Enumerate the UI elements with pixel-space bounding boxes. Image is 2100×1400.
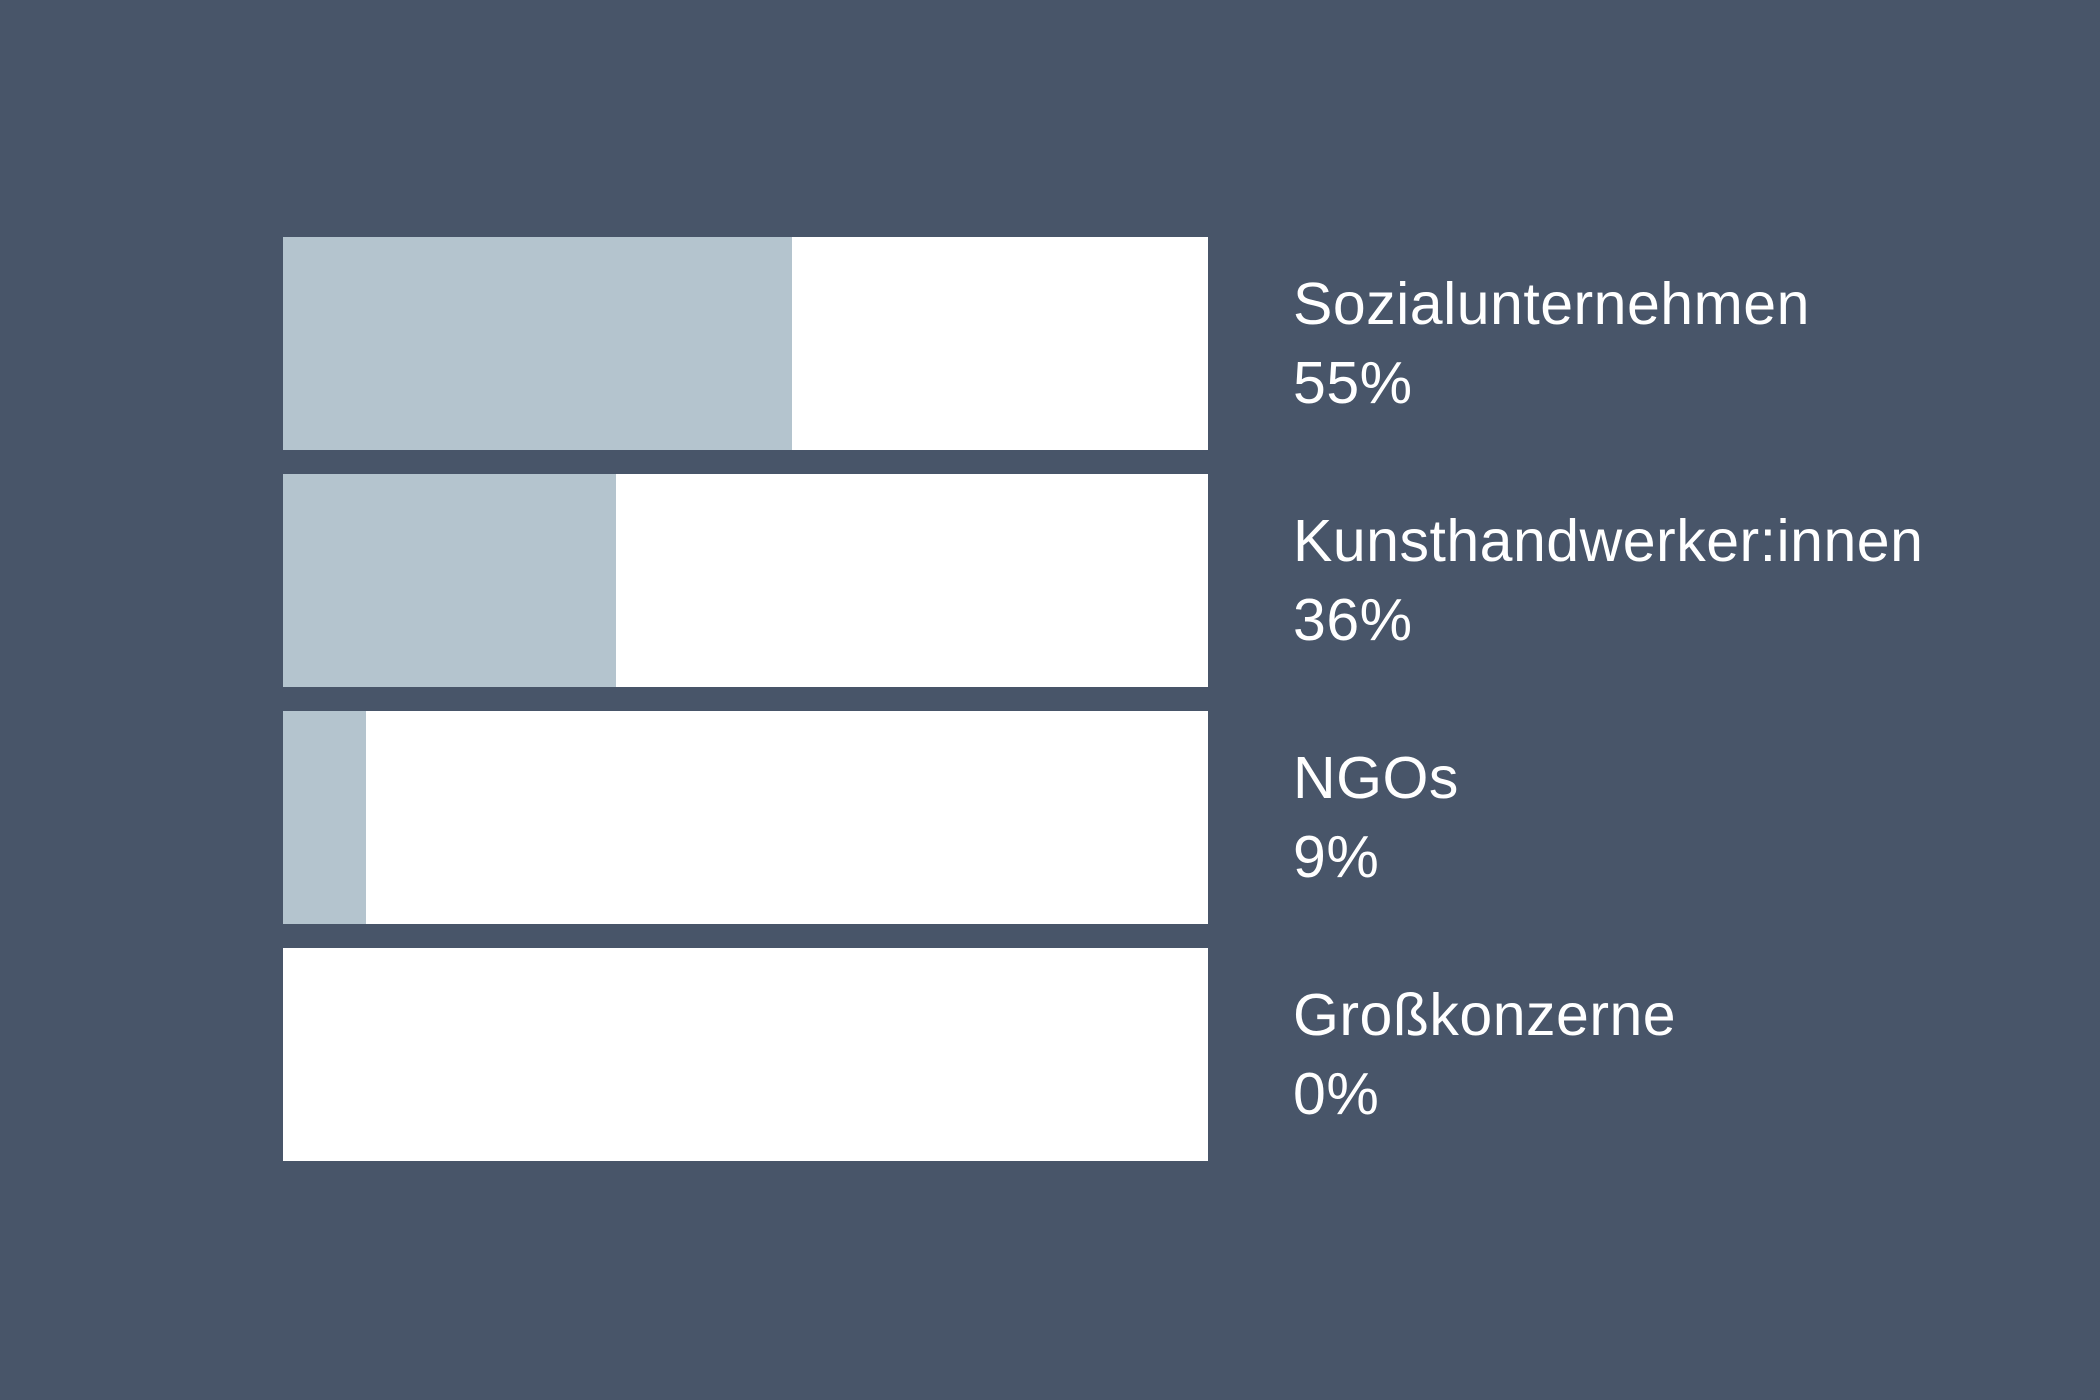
chart-row bbox=[283, 474, 1208, 687]
bar-label-block: NGOs 9% bbox=[1293, 711, 2053, 924]
chart-row bbox=[283, 948, 1208, 1161]
bar-label-block: Großkonzerne 0% bbox=[1293, 948, 2053, 1161]
bar-label-block: Kunsthandwerker:innen 36% bbox=[1293, 474, 2053, 687]
bar-track bbox=[283, 711, 1208, 924]
bar-value-label: 36% bbox=[1293, 586, 1413, 653]
bar-value-label: 55% bbox=[1293, 349, 1413, 416]
bar-category-label: Großkonzerne bbox=[1293, 981, 1677, 1048]
chart-row bbox=[283, 711, 1208, 924]
bar-category-label: NGOs bbox=[1293, 744, 1459, 811]
bar-value-label: 9% bbox=[1293, 823, 1380, 890]
bar-label-block: Sozialunternehmen 55% bbox=[1293, 237, 2053, 450]
bar-fill bbox=[283, 237, 792, 450]
chart-row bbox=[283, 237, 1208, 450]
bar-category-label: Sozialunternehmen bbox=[1293, 270, 1810, 337]
bar-fill bbox=[283, 474, 616, 687]
bar-category-label: Kunsthandwerker:innen bbox=[1293, 507, 1924, 574]
bar-track bbox=[283, 237, 1208, 450]
bar-fill bbox=[283, 711, 367, 924]
bar-track bbox=[283, 474, 1208, 687]
bar-value-label: 0% bbox=[1293, 1060, 1380, 1127]
bar-track bbox=[283, 948, 1208, 1161]
